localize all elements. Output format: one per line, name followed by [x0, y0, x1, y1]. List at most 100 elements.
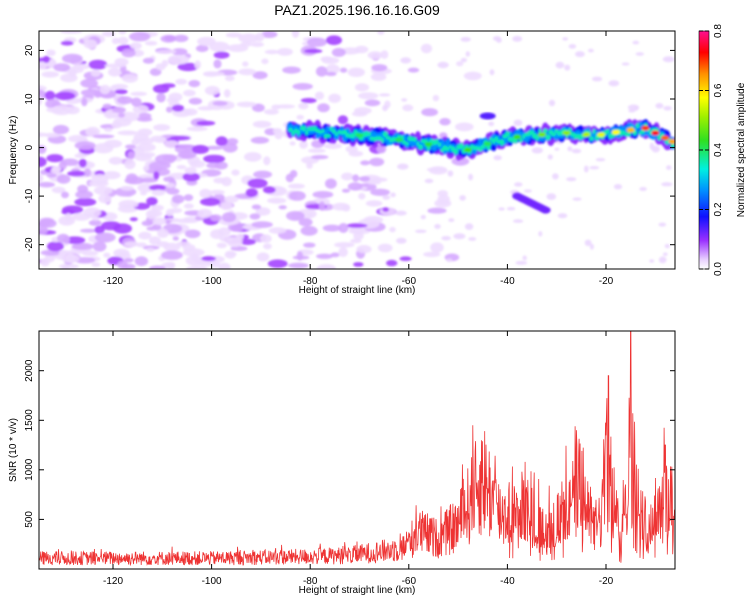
track-blob [638, 130, 642, 135]
noise-blob [465, 51, 470, 57]
noise-blob [423, 251, 441, 258]
noise-blob [131, 97, 142, 107]
noise-blob [439, 118, 451, 126]
track-blob [606, 129, 610, 134]
snr-series [39, 331, 675, 567]
colorbar-tick-label: 0.2 [713, 202, 724, 216]
noise-blob [662, 56, 675, 63]
y-tick-label: 1000 [24, 458, 35, 481]
track-blob [381, 137, 384, 144]
noise-blob [589, 243, 594, 250]
track-blob [478, 147, 483, 152]
colorbar-tick-label: 0.4 [713, 143, 724, 157]
noise-blob [74, 198, 97, 207]
noise-blob [555, 61, 565, 69]
noise-blob [221, 212, 237, 223]
noise-blob [364, 99, 381, 107]
noise-blob [354, 45, 369, 54]
track-blob [345, 132, 350, 138]
noise-blob [276, 48, 293, 56]
track-blob [382, 131, 388, 137]
noise-blob [209, 41, 230, 52]
noise-blob [93, 186, 113, 196]
noise-blob [264, 49, 280, 55]
noise-blob [250, 42, 264, 47]
noise-blob [307, 212, 314, 218]
noise-blob [163, 176, 175, 182]
noise-blob [239, 238, 256, 245]
noise-blob [300, 225, 318, 236]
noise-blob [188, 80, 201, 88]
noise-blob [101, 31, 116, 37]
noise-blob [378, 93, 391, 97]
noise-blob [65, 250, 84, 255]
track-blob [418, 144, 423, 150]
noise-blob [88, 59, 108, 70]
noise-blob [589, 166, 600, 170]
track-blob [342, 129, 347, 135]
track-blob [367, 132, 372, 136]
noise-blob [513, 119, 523, 127]
noise-blob [222, 142, 238, 153]
noise-blob [399, 256, 412, 262]
noise-blob [261, 58, 269, 65]
noise-blob [407, 67, 420, 73]
noise-blob [389, 226, 396, 233]
noise-blob [136, 117, 153, 122]
noise-blob [587, 48, 594, 53]
noise-blob [316, 253, 333, 259]
noise-blob [564, 64, 571, 71]
noise-blob [514, 182, 523, 187]
noise-blob [196, 120, 216, 126]
noise-blob [531, 147, 543, 154]
noise-blob [658, 222, 667, 227]
noise-blob [60, 158, 79, 166]
noise-blob [547, 154, 553, 160]
noise-blob [382, 105, 388, 112]
noise-blob [144, 41, 158, 46]
track-hotspot [483, 141, 492, 147]
noise-blob [191, 253, 198, 262]
noise-blob [117, 130, 139, 136]
x-tick-label: -20 [599, 576, 614, 587]
noise-blob [65, 212, 72, 222]
noise-blob [512, 35, 523, 42]
noise-blob [288, 183, 305, 189]
track-blob [385, 135, 391, 140]
noise-blob [584, 239, 592, 246]
noise-blob [496, 37, 502, 43]
track-blob [302, 125, 306, 132]
noise-blob [459, 195, 466, 201]
noise-blob [216, 242, 227, 249]
y-tick-label: 10 [24, 93, 35, 105]
noise-blob [142, 57, 155, 64]
noise-blob [98, 194, 112, 204]
noise-blob [85, 126, 100, 137]
noise-blob [446, 258, 453, 263]
noise-blob [253, 170, 273, 179]
noise-blob [346, 223, 368, 228]
noise-blob [183, 203, 194, 209]
noise-blob [591, 76, 603, 82]
noise-blob [197, 106, 215, 111]
noise-blob [124, 144, 136, 150]
track-blob [413, 137, 417, 142]
noise-blob [274, 129, 283, 140]
track-blob [492, 138, 496, 145]
noise-blob [286, 211, 305, 221]
track-blob [554, 129, 559, 134]
noise-blob [91, 262, 101, 267]
colorbar-ticks: 0.0 0.2 0.4 0.6 0.8 [699, 24, 724, 276]
noise-blob [420, 214, 426, 220]
noise-blob [176, 165, 187, 170]
noise-blob [448, 218, 455, 223]
noise-blob [441, 236, 451, 241]
track-blob [538, 128, 542, 134]
noise-blob [182, 172, 200, 182]
noise-blob [145, 209, 158, 220]
noise-blob [157, 228, 169, 238]
noise-blob [60, 31, 83, 34]
track-blob [545, 134, 551, 140]
noise-blob [51, 105, 72, 116]
noise-blob [171, 104, 185, 112]
